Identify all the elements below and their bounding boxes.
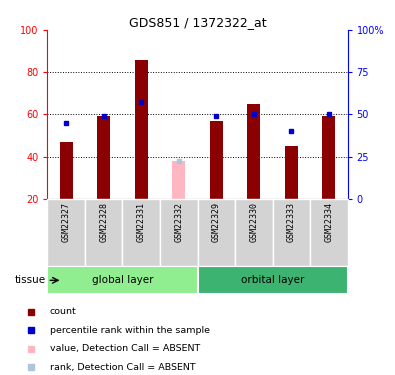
Bar — [273, 199, 310, 266]
Text: GSM22327: GSM22327 — [62, 202, 71, 242]
Text: rank, Detection Call = ABSENT: rank, Detection Call = ABSENT — [50, 363, 196, 372]
Text: GSM22328: GSM22328 — [99, 202, 108, 242]
Text: GSM22331: GSM22331 — [137, 202, 146, 242]
Bar — [210, 121, 223, 199]
Bar — [160, 199, 198, 266]
Text: GSM22333: GSM22333 — [287, 202, 296, 242]
Bar — [235, 199, 273, 266]
Title: GDS851 / 1372322_at: GDS851 / 1372322_at — [129, 16, 266, 29]
Bar — [60, 142, 73, 199]
Bar — [47, 199, 85, 266]
Text: percentile rank within the sample: percentile rank within the sample — [50, 326, 210, 335]
Text: orbital layer: orbital layer — [241, 275, 304, 285]
Bar — [97, 117, 110, 199]
Bar — [198, 266, 348, 294]
Text: count: count — [50, 308, 77, 316]
Text: GSM22330: GSM22330 — [249, 202, 258, 242]
Bar — [122, 199, 160, 266]
Bar — [135, 60, 148, 199]
Text: GSM22332: GSM22332 — [174, 202, 183, 242]
Bar — [322, 117, 335, 199]
Text: global layer: global layer — [92, 275, 153, 285]
Bar — [310, 199, 348, 266]
Text: value, Detection Call = ABSENT: value, Detection Call = ABSENT — [50, 344, 200, 353]
Bar — [247, 104, 260, 199]
Bar — [85, 199, 122, 266]
Text: GSM22334: GSM22334 — [324, 202, 333, 242]
Bar — [172, 161, 185, 199]
Text: GSM22329: GSM22329 — [212, 202, 221, 242]
Bar — [47, 266, 198, 294]
Bar — [285, 146, 298, 199]
Bar — [198, 199, 235, 266]
Text: tissue: tissue — [14, 275, 45, 285]
